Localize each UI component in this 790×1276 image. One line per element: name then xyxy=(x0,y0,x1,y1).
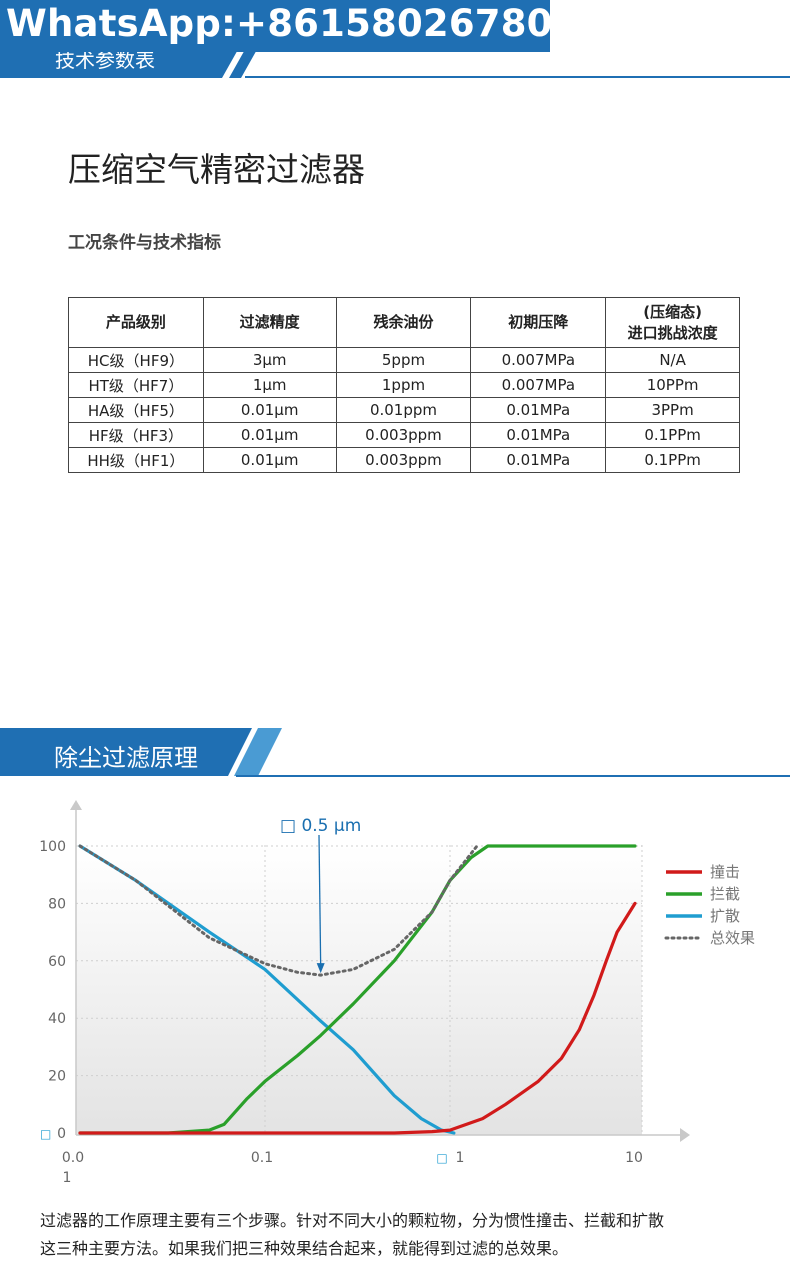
x-tick-label-extra: 1 xyxy=(63,1170,72,1186)
header-grade: 产品级别 xyxy=(68,297,204,348)
series-lines xyxy=(78,844,637,1135)
y-tick-label: 60 xyxy=(48,954,66,970)
cell: 1ppm xyxy=(335,372,472,398)
header-inlet-concentration: (压缩态) 进口挑战浓度 xyxy=(605,297,740,348)
cell: 3μm xyxy=(202,347,337,373)
cell: HT级（HF7） xyxy=(68,372,204,398)
table-row: HT级（HF7） 1μm 1ppm 0.007MPa 10PPm xyxy=(68,372,740,398)
watermark-box xyxy=(0,0,550,52)
section-banner-bar xyxy=(0,46,790,78)
cell: 1μm xyxy=(202,372,337,398)
series-line-2 xyxy=(78,844,456,1135)
cell: 0.01μm xyxy=(202,397,337,423)
cell: 0.003ppm xyxy=(335,447,472,473)
cell: 0.01μm xyxy=(202,422,337,448)
x-tick-label: 0.1 xyxy=(251,1150,273,1166)
y-tick-label: 0 xyxy=(57,1126,66,1142)
section-banner-bar-2 xyxy=(0,728,790,777)
axes xyxy=(70,800,690,1142)
annotation: □ 0.5 μm xyxy=(280,816,361,974)
table-row: HH级（HF1） 0.01μm 0.003ppm 0.01MPa 0.1PPm xyxy=(68,447,740,473)
legend-label: 撞击 xyxy=(710,863,740,881)
cell: HA级（HF5） xyxy=(68,397,204,423)
table-header-row: 产品级别 过滤精度 残余油份 初期压降 (压缩态) 进口挑战浓度 xyxy=(68,297,740,348)
cell: 0.01MPa xyxy=(470,397,607,423)
cell: 0.1PPm xyxy=(605,422,740,448)
section-title-principle: 除尘过滤原理 xyxy=(54,744,198,772)
cell: 0.01μm xyxy=(202,447,337,473)
legend-label: 扩散 xyxy=(710,907,740,925)
y-tick-label: 80 xyxy=(48,896,66,912)
series-line-3 xyxy=(78,844,479,977)
series-line-1 xyxy=(78,844,637,1135)
legend-label: 拦截 xyxy=(710,885,740,903)
table-row: HF级（HF3） 0.01μm 0.003ppm 0.01MPa 0.1PPm xyxy=(68,422,740,448)
description-line-2: 这三种主要方法。如果我们把三种效果结合起来，就能得到过滤的总效果。 xyxy=(40,1239,569,1258)
x-tick-marker: □ xyxy=(436,1151,447,1165)
cell: HC级（HF9） xyxy=(68,347,204,373)
x-tick-label: 10 xyxy=(625,1150,643,1166)
series-line-0 xyxy=(78,901,637,1135)
header-oil: 残余油份 xyxy=(335,297,472,348)
filtration-efficiency-chart: 0 20 40 60 80 100 □ 0.0 0.1 1 10 1 □ □ 0.5 μm 撞击拦截扩散… xyxy=(39,800,755,1186)
annotation-arrowhead xyxy=(316,963,325,974)
x-tick-label: 0.0 xyxy=(62,1150,84,1166)
y-tick-label: 40 xyxy=(48,1011,66,1027)
cell: 0.01MPa xyxy=(470,447,607,473)
spec-table: 产品级别 过滤精度 残余油份 初期压降 (压缩态) 进口挑战浓度 HC级（HF9… xyxy=(68,297,740,473)
cell: 0.01MPa xyxy=(470,422,607,448)
cell: 5ppm xyxy=(335,347,472,373)
description-paragraph: 过滤器的工作原理主要有三个步骤。针对不同大小的颗粒物，分为惯性撞击、拦截和扩散 … xyxy=(40,1207,760,1263)
watermark-text: WhatsApp:+8615802678096 xyxy=(6,2,605,45)
header-pressure-drop: 初期压降 xyxy=(470,297,607,348)
cell: 0.01ppm xyxy=(335,397,472,423)
cell: 10PPm xyxy=(605,372,740,398)
header-inlet-line2: 进口挑战浓度 xyxy=(627,323,718,342)
y-tick-label: 20 xyxy=(48,1069,66,1085)
section-title-tech-params: 技术参数表 xyxy=(55,48,155,72)
annotation-arrow-line xyxy=(318,834,322,968)
cell: 0.007MPa xyxy=(470,347,607,373)
header-inlet-line1: (压缩态) xyxy=(643,302,702,321)
x-tick-label: 1 xyxy=(456,1150,465,1166)
cell: 0.007MPa xyxy=(470,372,607,398)
cell: HF级（HF3） xyxy=(68,422,204,448)
header-precision: 过滤精度 xyxy=(202,297,337,348)
plot-background xyxy=(76,845,642,1135)
annotation-label: □ 0.5 μm xyxy=(280,816,361,836)
cell: 0.1PPm xyxy=(605,447,740,473)
table-row: HC级（HF9） 3μm 5ppm 0.007MPa N/A xyxy=(68,347,740,373)
cell: 0.003ppm xyxy=(335,422,472,448)
page-title: 压缩空气精密过滤器 xyxy=(68,150,365,189)
y-tick-label: 100 xyxy=(39,839,66,855)
cell: N/A xyxy=(605,347,740,373)
description-line-1: 过滤器的工作原理主要有三个步骤。针对不同大小的颗粒物，分为惯性撞击、拦截和扩散 xyxy=(40,1211,665,1230)
legend-label: 总效果 xyxy=(710,929,755,947)
cell: 3PPm xyxy=(605,397,740,423)
y-tick-marker: □ xyxy=(40,1127,51,1141)
table-row: HA级（HF5） 0.01μm 0.01ppm 0.01MPa 3PPm xyxy=(68,397,740,423)
tick-labels: 0 20 40 60 80 100 □ 0.0 0.1 1 10 1 □ xyxy=(39,839,643,1186)
section-subtitle: 工况条件与技术指标 xyxy=(68,233,221,253)
cell: HH级（HF1） xyxy=(68,447,204,473)
